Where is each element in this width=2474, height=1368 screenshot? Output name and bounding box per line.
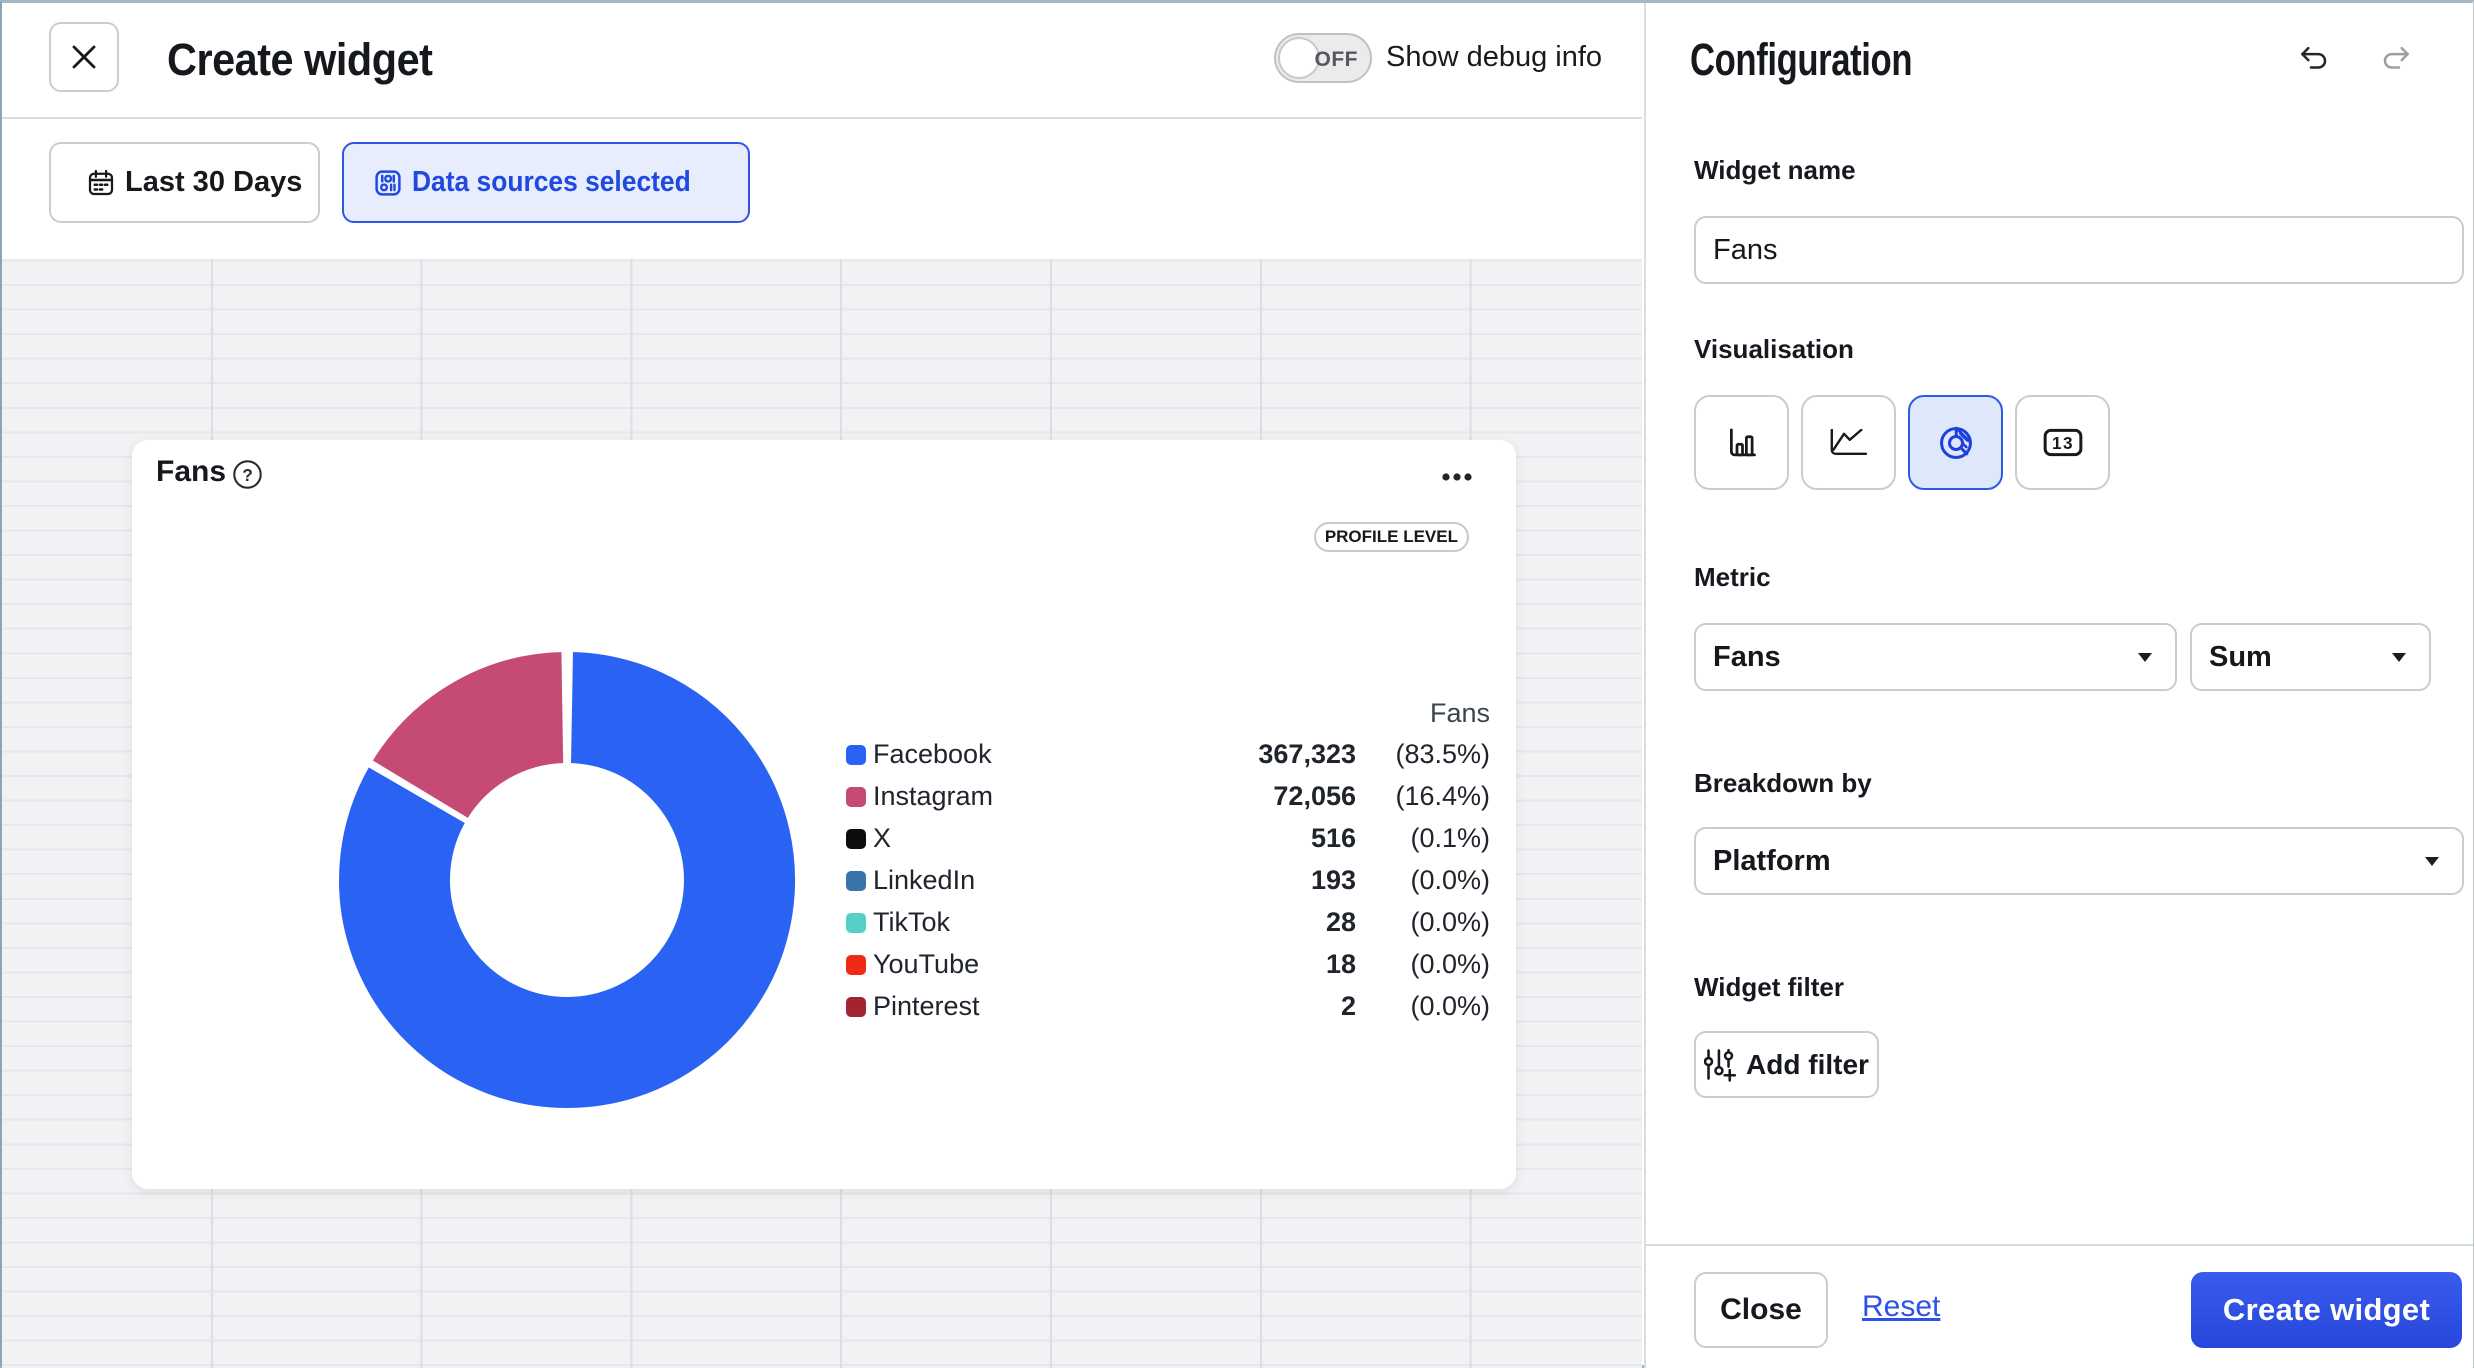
svg-text:13: 13 xyxy=(2052,433,2074,453)
svg-text:?: ? xyxy=(242,465,253,485)
